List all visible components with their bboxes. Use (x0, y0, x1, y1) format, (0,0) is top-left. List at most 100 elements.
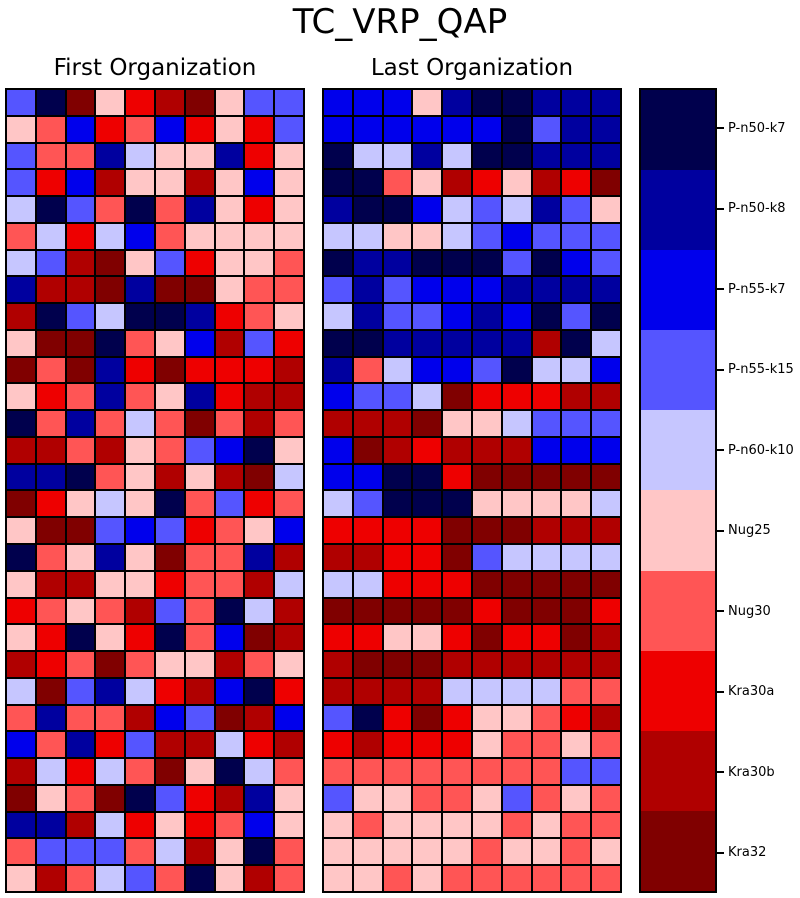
heatmap-cell (66, 571, 95, 597)
heatmap-cell (592, 678, 620, 704)
heatmap-cell (275, 384, 303, 410)
heatmap-cell (472, 143, 501, 169)
heatmap-cell (562, 652, 591, 677)
heatmap-cell (36, 705, 65, 731)
heatmap-cell (245, 785, 274, 811)
heatmap-cell (472, 90, 501, 115)
heatmap-cell (126, 330, 154, 356)
heatmap-cell (324, 250, 352, 276)
colorbar-tick-row: P-n50-k8 (717, 200, 786, 218)
heatmap-cell (215, 223, 244, 249)
heatmap-cell (245, 90, 274, 115)
heatmap-cell (215, 732, 244, 758)
heatmap-cell (185, 759, 214, 784)
heatmap-cell (7, 357, 35, 383)
heatmap-cell (66, 518, 95, 544)
heatmap-cell (562, 250, 591, 276)
colorbar-labels: P-n50-k7 P-n50-k8 P-n55-k7 P-n55-k15 P-n60-k… (717, 88, 800, 893)
heatmap-cell (155, 545, 184, 570)
heatmap-cell (324, 839, 352, 865)
heatmap-cell (245, 197, 274, 222)
heatmap-cell (96, 571, 125, 597)
heatmap-cell (7, 464, 35, 490)
heatmap-cell (443, 116, 471, 142)
heatmap-cell (36, 812, 65, 838)
heatmap-cell (592, 785, 620, 811)
heatmap-cell (502, 143, 531, 169)
heatmap-cell (126, 197, 154, 222)
heatmap-cell (245, 384, 274, 410)
heatmap-cell (413, 812, 442, 838)
heatmap-cell (353, 411, 382, 436)
heatmap-cell (275, 464, 303, 490)
heatmap-cell (353, 170, 382, 196)
heatmap-cell (353, 437, 382, 463)
heatmap-cell (155, 170, 184, 196)
heatmap-cell (413, 732, 442, 758)
heatmap-cell (126, 491, 154, 517)
heatmap-cell (215, 812, 244, 838)
colorbar-segment-Kra30b (641, 730, 715, 811)
heatmap-cell (353, 571, 382, 597)
heatmap-cell (532, 277, 561, 303)
heatmap-cell (413, 759, 442, 784)
heatmap-cell (215, 518, 244, 544)
heatmap-cell (66, 625, 95, 651)
heatmap-cell (275, 732, 303, 758)
heatmap-cell (443, 518, 471, 544)
heatmap-cell (36, 330, 65, 356)
heatmap-cell (562, 839, 591, 865)
colorbar-tick-mark (717, 690, 724, 693)
heatmap-cell (562, 759, 591, 784)
heatmap-cell (155, 143, 184, 169)
heatmap-cell (96, 705, 125, 731)
heatmap-cell (383, 759, 412, 784)
colorbar-tick-label: P-n50-k7 (728, 120, 786, 136)
heatmap-cell (155, 464, 184, 490)
heatmap-cell (36, 518, 65, 544)
heatmap-cell (215, 411, 244, 436)
heatmap-cell (155, 518, 184, 544)
heatmap-cell (155, 598, 184, 624)
heatmap-cell (185, 598, 214, 624)
heatmap-cell (96, 250, 125, 276)
heatmap-cell (215, 143, 244, 169)
heatmap-cell (126, 839, 154, 865)
heatmap-cell (562, 812, 591, 838)
colorbar-tick-label: Nug30 (728, 603, 771, 619)
heatmap-cell (472, 866, 501, 891)
heatmap-cell (562, 571, 591, 597)
heatmap-cell (66, 598, 95, 624)
heatmap-cell (472, 545, 501, 570)
heatmap-cell (245, 143, 274, 169)
heatmap-cell (383, 170, 412, 196)
heatmap-cell (96, 759, 125, 784)
heatmap-cell (126, 384, 154, 410)
heatmap-cell (126, 866, 154, 891)
heatmap-cell (36, 839, 65, 865)
heatmap-cell (383, 705, 412, 731)
heatmap-cell (502, 223, 531, 249)
colorbar-tick-row: Kra30a (717, 683, 774, 701)
heatmap-cell (443, 785, 471, 811)
heatmap-cell (472, 170, 501, 196)
heatmap-cell (413, 678, 442, 704)
heatmap-cell (245, 330, 274, 356)
heatmap-cell (562, 678, 591, 704)
heatmap-cell (562, 625, 591, 651)
heatmap-first-organization (5, 88, 305, 893)
heatmap-cell (66, 652, 95, 677)
heatmap-cell (66, 812, 95, 838)
heatmap-cell (36, 464, 65, 490)
heatmap-cell (126, 652, 154, 677)
heatmap-cell (96, 384, 125, 410)
heatmap-cell (245, 571, 274, 597)
heatmap-cell (413, 411, 442, 436)
heatmap-cell (66, 223, 95, 249)
heatmap-cell (66, 330, 95, 356)
heatmap-cell (245, 598, 274, 624)
heatmap-cell (275, 197, 303, 222)
colorbar-segment-Nug25 (641, 490, 715, 571)
heatmap-cell (443, 357, 471, 383)
heatmap-cell (275, 812, 303, 838)
